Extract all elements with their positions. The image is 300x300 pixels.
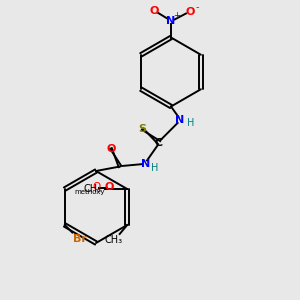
- Text: methoxy: methoxy: [74, 189, 105, 195]
- Text: C: C: [155, 137, 163, 148]
- Text: O: O: [186, 7, 195, 17]
- Text: Br: Br: [73, 233, 87, 244]
- Text: -: -: [195, 2, 199, 13]
- Text: N: N: [176, 115, 184, 125]
- Text: H: H: [151, 163, 158, 173]
- Text: CH₃: CH₃: [84, 184, 102, 194]
- Text: N: N: [167, 16, 176, 26]
- Text: H: H: [187, 118, 194, 128]
- Text: O: O: [150, 5, 159, 16]
- Text: N: N: [141, 158, 150, 169]
- Text: S: S: [139, 124, 146, 134]
- Text: O: O: [106, 143, 116, 154]
- Text: O: O: [92, 182, 100, 193]
- Text: +: +: [174, 11, 180, 20]
- Text: CH₃: CH₃: [105, 235, 123, 245]
- Text: O: O: [104, 182, 114, 193]
